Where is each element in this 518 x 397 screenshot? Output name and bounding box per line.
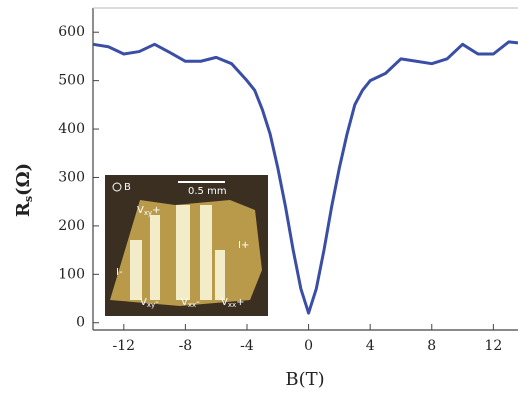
inset-label-sub: xy [144,209,152,217]
data-line [92,40,518,315]
y-tick-label: 500 [58,73,85,89]
y-tick-label: 300 [58,169,85,185]
inset-scale: 0.5 mm [188,186,227,197]
inset-label-main: I- [116,267,123,278]
x-tick-label: 8 [427,338,436,354]
inset-label: Vxx- [181,297,200,309]
inset-label-main: V [140,297,147,308]
y-tick-label: 400 [58,121,85,137]
inset-label: Vxy+ [137,205,161,217]
inset-label-main: V [181,297,188,308]
x-tick-label: -8 [179,338,193,354]
inset-field: B [124,182,131,193]
x-axis-label: B(T) [285,369,324,390]
inset-label-sub: xx [228,301,236,309]
inset-stripe [176,205,190,300]
inset-label-sign: + [152,205,160,216]
inset-stripe [150,215,160,300]
inset-label-main: V [137,205,144,216]
x-tick-label: 0 [304,338,313,354]
x-tick-label: 12 [484,338,502,354]
y-label-sub: s [22,196,35,202]
inset-stripe [130,240,142,300]
inset-label-sub: xx [188,301,196,309]
inset-label-sign: + [236,297,244,308]
x-tick-label: -4 [240,338,254,354]
x-tick-label: 4 [366,338,375,354]
inset-stripe [200,205,212,300]
inset-label-main: I+ [238,240,249,251]
inset-label-sign: - [196,297,200,308]
x-tick-label: -12 [113,338,136,354]
inset-field-symbol [112,182,122,192]
inset-label-sub: xy [147,301,155,309]
inset-stripe [215,250,225,300]
y-tick-label: 600 [58,24,85,40]
inset-label-sign: - [155,297,159,308]
y-tick-label: 0 [76,315,85,331]
inset-label: Vxy- [140,297,159,309]
y-axis-label: Rs(Ω) [13,163,35,217]
inset-label: I- [116,267,123,278]
inset-label: I+ [238,240,249,251]
y-tick-label: 100 [58,266,85,282]
y-tick-label: 200 [58,218,85,234]
inset-label: Vxx+ [221,297,245,309]
y-label-unit: (Ω) [13,163,34,196]
inset-label-main: V [221,297,228,308]
y-label-main: R [13,201,34,217]
